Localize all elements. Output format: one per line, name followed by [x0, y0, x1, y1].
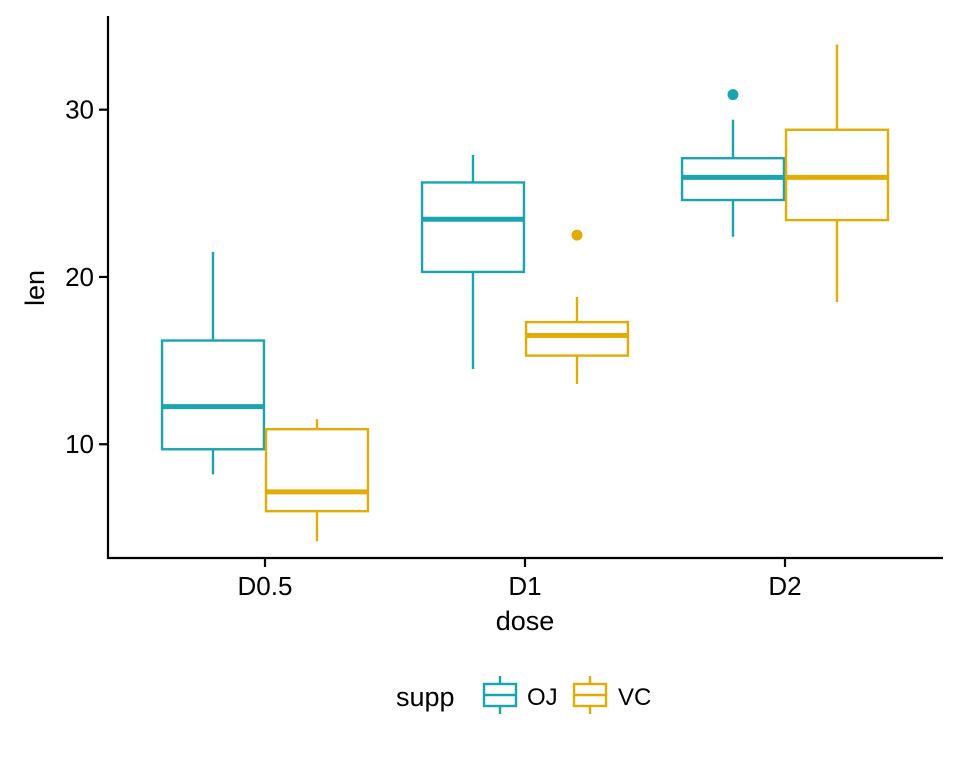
legend: supp OJ VC — [396, 676, 651, 714]
iqr-box-vc-d2 — [784, 128, 890, 222]
legend-item-oj: OJ — [482, 676, 558, 714]
legend-key-vc — [572, 676, 608, 714]
legend-key-oj — [482, 676, 518, 714]
x-tick-label-d0.5: D0.5 — [238, 571, 293, 601]
y-ticks: 10 20 30 — [65, 95, 108, 459]
outlier-oj-d2-0 — [727, 89, 739, 101]
plot-area — [160, 44, 890, 542]
x-axis-title: dose — [496, 606, 555, 636]
outlier-vc-d1-0 — [571, 229, 583, 241]
box-vc-d05 — [264, 419, 370, 542]
box-oj-d05 — [160, 251, 266, 475]
y-tick-label-10: 10 — [65, 429, 94, 459]
legend-item-vc: VC — [572, 676, 651, 714]
legend-label-vc: VC — [618, 684, 651, 711]
iqr-box-vc-d1 — [524, 320, 630, 357]
iqr-box-oj-d05 — [160, 339, 266, 451]
x-tick-label-d2: D2 — [768, 571, 801, 601]
x-ticks: D0.5 D1 D2 — [238, 558, 802, 601]
y-tick-label-30: 30 — [65, 95, 94, 125]
box-oj-d1 — [420, 154, 526, 369]
x-tick-label-d1: D1 — [508, 571, 541, 601]
axes — [106, 16, 943, 560]
legend-label-oj: OJ — [527, 684, 558, 711]
iqr-box-vc-d05 — [264, 427, 370, 513]
legend-title: supp — [396, 682, 455, 712]
iqr-box-oj-d1 — [420, 181, 526, 274]
y-axis-title: len — [20, 270, 50, 306]
y-tick-label-20: 20 — [65, 262, 94, 292]
box-vc-d2 — [784, 44, 890, 303]
box-vc-d1 — [524, 229, 630, 385]
box-oj-d2 — [680, 89, 786, 237]
